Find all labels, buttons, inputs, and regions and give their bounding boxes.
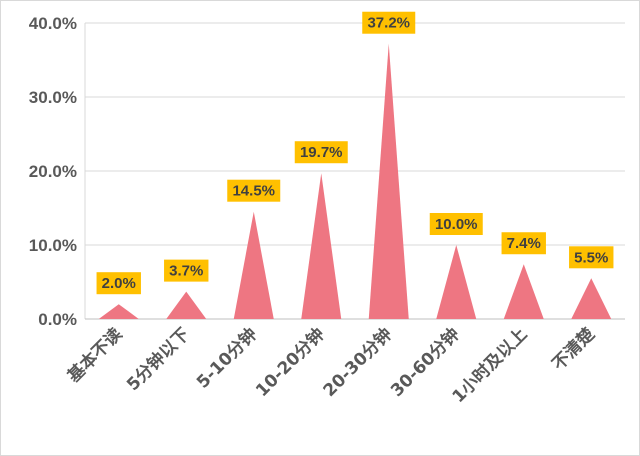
spike-mark <box>166 291 207 319</box>
data-label: 19.7% <box>300 144 343 161</box>
y-tick-label: 30.0% <box>29 88 77 107</box>
spike-mark <box>301 173 342 319</box>
data-label: 7.4% <box>507 235 541 252</box>
y-tick-label: 40.0% <box>29 14 77 33</box>
x-category-label: 不清楚 <box>548 323 600 375</box>
data-label: 14.5% <box>232 183 275 200</box>
data-label: 2.0% <box>102 275 136 292</box>
spike-mark <box>233 211 274 319</box>
data-label-box <box>294 141 348 164</box>
y-tick-label: 20.0% <box>29 162 77 181</box>
data-marks <box>98 43 612 319</box>
y-tick-label: 10.0% <box>29 236 77 255</box>
x-category-label: 基本不读 <box>63 324 127 388</box>
data-label: 37.2% <box>367 15 410 32</box>
data-label-box <box>164 259 209 282</box>
y-axis-ticks: 0.0% 10.0% 20.0% 30.0% 40.0% <box>29 14 77 329</box>
spike-mark <box>368 43 409 319</box>
spike-mark <box>98 304 139 319</box>
data-label: 3.7% <box>169 263 203 280</box>
x-category-label: 5-10分钟 <box>192 324 261 393</box>
x-category-label: 10-20分钟 <box>251 324 328 401</box>
spike-mark <box>571 278 612 319</box>
data-label-box <box>429 213 483 235</box>
data-label-box <box>96 272 141 295</box>
spike-mark <box>436 245 477 319</box>
data-label: 10.0% <box>435 216 478 233</box>
data-label: 5.5% <box>574 249 608 266</box>
x-category-label: 5分钟以下 <box>122 324 193 395</box>
x-category-label: 20-30分钟 <box>319 324 396 401</box>
data-label-box <box>227 179 281 202</box>
data-label-box <box>569 246 614 269</box>
data-label-box <box>362 11 416 34</box>
data-label-box <box>501 232 546 255</box>
spike-mark <box>503 264 544 319</box>
data-labels: 2.0% 3.7% 14.5% 19.7% 37.2% 10.0% 7.4% 5.5% <box>96 11 614 295</box>
y-tick-label: 0.0% <box>38 310 77 329</box>
